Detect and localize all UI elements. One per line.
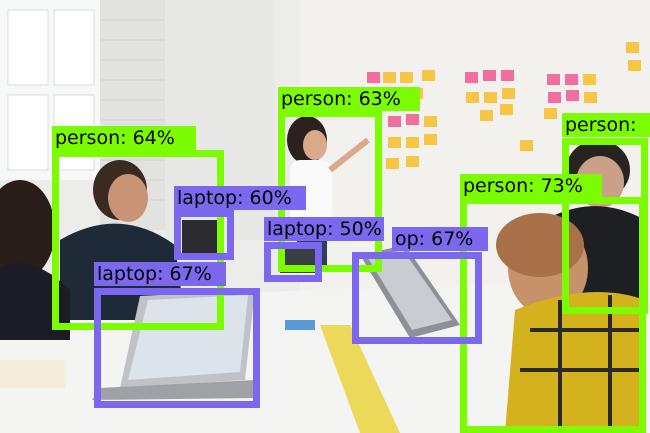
laptop-detection-label: laptop: 50% — [264, 217, 384, 241]
person-detection-box — [52, 150, 224, 330]
person-detection-label: person: 63% — [278, 87, 420, 111]
person-detection-label: person: 64% — [52, 126, 196, 150]
person-detection-label: person: 73% — [460, 174, 602, 198]
person-detection-label: person: — [562, 113, 650, 137]
laptop-detection-label: laptop: 60% — [174, 186, 306, 210]
laptop-detection-label: op: 67% — [392, 227, 488, 251]
laptop-detection-box — [352, 252, 482, 344]
laptop-detection-label: laptop: 67% — [94, 262, 226, 286]
laptop-detection-box — [94, 288, 260, 408]
laptop-detection-box — [174, 210, 234, 260]
person-detection-box — [460, 197, 646, 433]
laptop-detection-box — [264, 242, 322, 282]
